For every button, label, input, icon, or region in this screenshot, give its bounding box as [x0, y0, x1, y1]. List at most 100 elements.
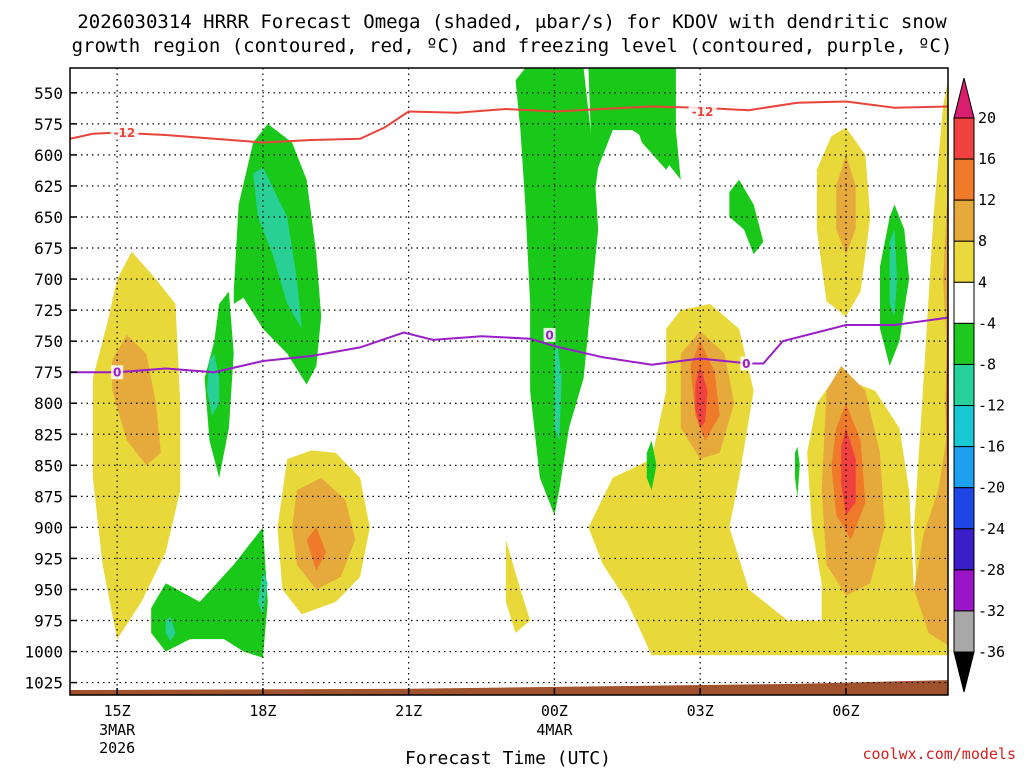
credit-text: coolwx.com/models	[862, 745, 1016, 763]
shade-orange-0500z-upper	[836, 154, 856, 255]
colorbar-top-arrow	[953, 77, 975, 119]
xtick-sublabel-2026: 2026	[99, 739, 135, 757]
dendritic-contour-label-bg-0	[110, 125, 139, 140]
xtick-label-21Z: 21Z	[395, 702, 422, 720]
ytick-label-800: 800	[34, 394, 63, 413]
omega-shading	[70, 68, 948, 695]
shade-teal-0600z	[889, 229, 897, 317]
shade-green-0400z-small	[794, 446, 800, 497]
dendritic-contour-line	[70, 100, 948, 144]
colorbar-label-8: 8	[978, 232, 987, 250]
colorbar-segment-6	[953, 363, 975, 407]
axes: 550 575 600 625 650 675 700 725 750 775 800 825 850 8…	[24, 67, 949, 757]
shade-green-0000z	[515, 68, 599, 515]
colorbar-label-16: 16	[978, 150, 996, 168]
chart-title-line1: 2026030314 HRRR Forecast Omega (shaded, …	[77, 11, 947, 33]
colorbar-segment-5	[953, 322, 975, 365]
colorbar-label-20: 20	[978, 109, 996, 127]
colorbar-label--20: -20	[978, 479, 1005, 497]
colorbar-segment-7	[953, 405, 975, 448]
xtick-label-00Z: 00Z	[541, 702, 568, 720]
colorbar-segment-8	[953, 446, 975, 489]
freezing-contour-label-bg-2	[740, 356, 753, 371]
freezing-contour-label-bg-0	[111, 365, 124, 380]
ytick-label-900: 900	[34, 518, 63, 537]
colorbar-label--12: -12	[978, 397, 1005, 415]
dendritic-contour-label-1: -12	[692, 105, 714, 119]
xtick-sublabel-4MAR: 4MAR	[536, 721, 573, 739]
ytick-label-825: 825	[34, 425, 63, 444]
chart-title-line2: growth region (contoured, red, ºC) and f…	[72, 35, 953, 57]
terrain-strip	[70, 680, 948, 695]
shade-teal-1700z	[207, 353, 220, 416]
ytick-label-675: 675	[34, 239, 63, 258]
shade-teal-0000z	[554, 341, 562, 441]
shade-orange-dark-2000z	[306, 527, 327, 571]
ytick-label-950: 950	[34, 580, 63, 599]
colorbar-label-4: 4	[978, 273, 987, 291]
shade-green-2330z	[588, 68, 681, 205]
colorbar-segment-2	[953, 199, 975, 242]
colorbar-label--16: -16	[978, 438, 1005, 456]
shade-orange-1500z	[112, 334, 161, 466]
shade-orange-right-low	[913, 428, 948, 646]
colorbar-label--4: -4	[978, 314, 996, 332]
ytick-label-1025: 1025	[24, 674, 63, 693]
colorbar-label--24: -24	[978, 520, 1005, 538]
colorbar-segment-12	[953, 610, 975, 653]
colorbar-label--28: -28	[978, 561, 1005, 579]
grid	[70, 68, 948, 695]
ytick-label-550: 550	[34, 84, 63, 103]
shade-green-1600z	[151, 527, 268, 658]
ytick-label-850: 850	[34, 456, 63, 475]
shade-red-0500z	[841, 428, 856, 515]
ytick-label-725: 725	[34, 301, 63, 320]
dendritic-contour-label-0: -12	[114, 126, 136, 140]
freezing-contour-line	[70, 316, 948, 374]
colorbar-label--32: -32	[978, 602, 1005, 620]
shade-red-0300z	[695, 365, 708, 429]
shade-teal-1800z	[253, 167, 302, 329]
plot-frame	[69, 67, 949, 696]
colorbar-segment-10	[953, 528, 975, 571]
ytick-label-750: 750	[34, 332, 63, 351]
ytick-label-600: 600	[34, 146, 63, 165]
colorbar-label--8: -8	[978, 355, 996, 373]
ytick-label-650: 650	[34, 208, 63, 227]
ytick-label-925: 925	[34, 549, 63, 568]
contours: -12 -12 0 0 0	[70, 100, 948, 380]
xtick-label-18Z: 18Z	[249, 702, 276, 720]
ytick-label-700: 700	[34, 270, 63, 289]
xtick-label-06Z: 06Z	[832, 702, 859, 720]
shade-orange-2000z	[292, 477, 356, 590]
ytick-label-575: 575	[34, 115, 63, 134]
shade-teal-1600z	[165, 616, 176, 642]
ytick-label-975: 975	[34, 612, 63, 631]
colorbar-label-12: 12	[978, 191, 996, 209]
colorbar-bottom-arrow	[953, 651, 975, 693]
ytick-label-775: 775	[34, 363, 63, 382]
shade-yellow-2300z	[505, 539, 531, 633]
colorbar-segment-9	[953, 487, 975, 530]
colorbar-segment-3	[953, 240, 975, 283]
dendritic-contour-label-bg-1	[688, 104, 717, 119]
xtick-label-15Z: 15Z	[104, 702, 131, 720]
freezing-contour-label-bg-1	[543, 327, 556, 342]
ytick-label-875: 875	[34, 487, 63, 506]
xtick-sublabel-3MAR: 3MAR	[99, 721, 136, 739]
shade-teal-1800z-low	[258, 570, 268, 615]
ytick-label-625: 625	[34, 177, 63, 196]
freezing-contour-label-2: 0	[742, 357, 750, 371]
colorbar-segment-11	[953, 569, 975, 612]
xtick-label-03Z: 03Z	[687, 702, 714, 720]
x-axis-label: Forecast Time (UTC)	[405, 748, 611, 768]
freezing-contour-label-1: 0	[545, 328, 553, 342]
colorbar-segment-0	[953, 117, 975, 160]
colorbar-label--36: -36	[978, 643, 1005, 661]
shade-green-0300z-upper	[729, 179, 764, 255]
colorbar: 20 16 12 8 4 -4 -8 -12 -16 -20 -24 -28 -32 -36	[953, 77, 1005, 693]
ytick-label-1000: 1000	[24, 643, 63, 662]
colorbar-segment-1	[953, 158, 975, 201]
freezing-contour-label-0: 0	[113, 366, 121, 380]
